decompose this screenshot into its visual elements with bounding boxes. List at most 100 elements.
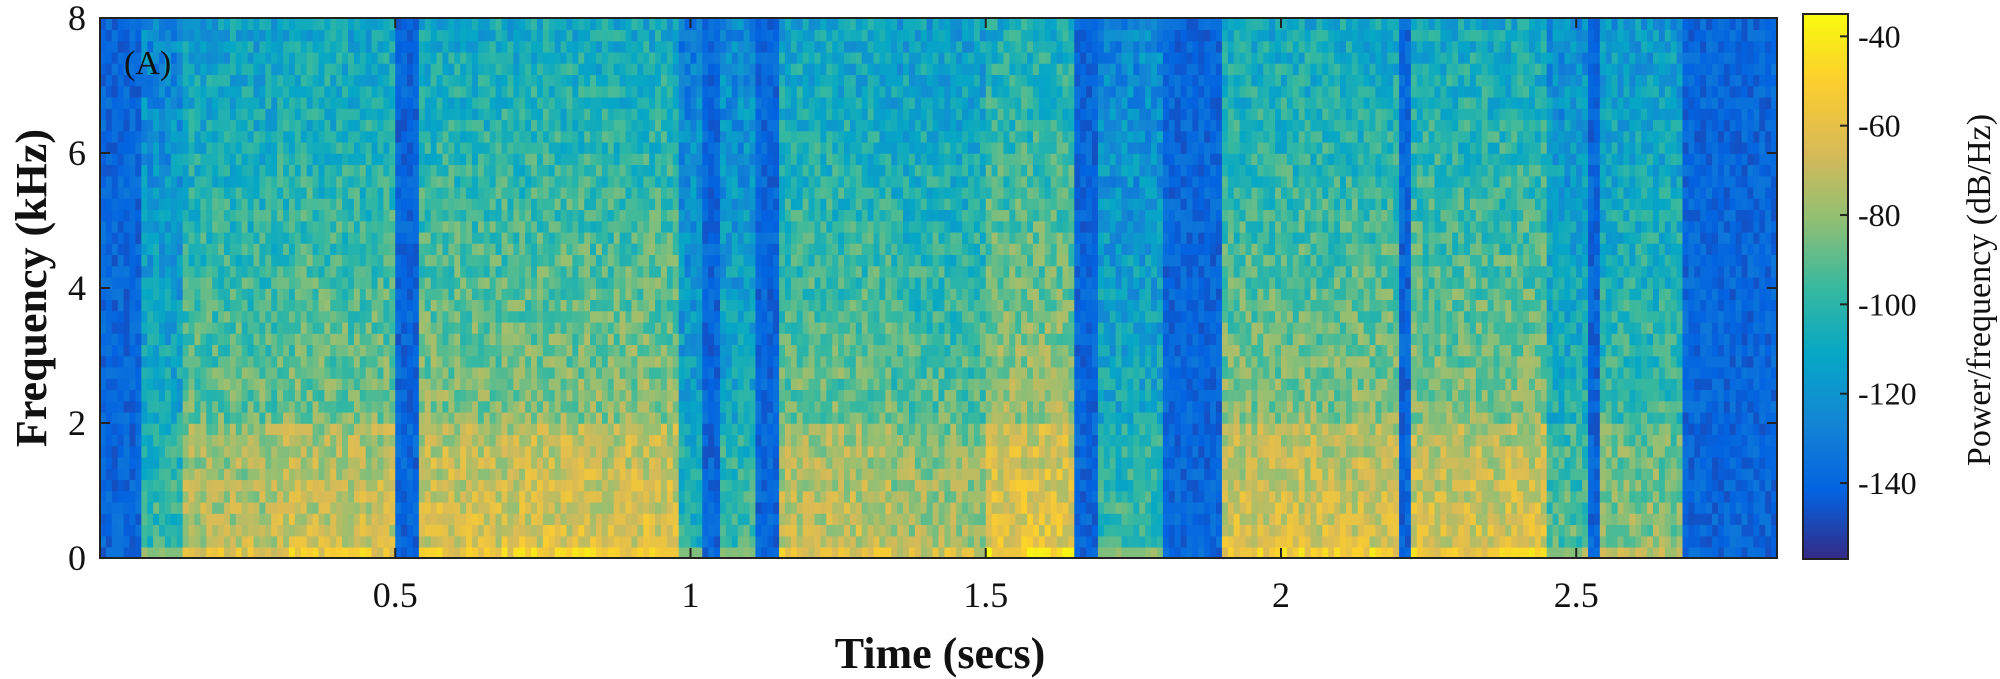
spectrogram-cell [401,231,408,244]
spectrogram-cell [412,85,420,98]
spectrogram-cell [235,243,243,256]
spectrogram-cell [141,175,149,188]
spectrogram-cell [572,310,580,323]
spectrogram-cell [407,333,414,346]
spectrogram-cell [578,96,585,109]
spectrogram-cell [294,468,302,481]
spectrogram-cell [253,389,261,402]
spectrogram-cell [395,74,402,87]
spectrogram-cell [489,74,497,87]
spectrogram-cell [702,51,709,64]
spectrogram-cell [625,423,633,436]
spectrogram-cell [123,389,131,402]
spectrogram-cell [105,490,113,503]
spectrogram-cell [442,344,450,357]
spectrogram-cell [212,265,219,278]
spectrogram-cell [566,18,574,31]
spectrogram-cell [389,18,397,31]
spectrogram-cell [395,524,402,537]
spectrogram-cell [288,85,296,98]
spectrogram-cell [672,209,680,222]
spectrogram-cell [519,29,526,42]
spectrogram-cell [164,288,172,301]
spectrogram-cell [684,209,692,222]
spectrogram-cell [170,490,178,503]
spectrogram-cell [235,490,243,503]
spectrogram-cell [312,445,320,458]
spectrogram-cell [525,355,532,368]
spectrogram-cell [271,400,278,413]
spectrogram-cell [548,209,556,222]
spectrogram-cell [229,153,237,166]
spectrogram-cell [525,378,532,391]
spectrogram-cell [312,63,320,76]
spectrogram-cell [147,344,154,357]
spectrogram-cell [241,344,249,357]
spectrogram-cell [666,96,674,109]
spectrogram-cell [371,18,379,31]
spectrogram-cell [501,51,509,64]
spectrogram-cell [306,164,314,177]
spectrogram-cell [389,74,397,87]
spectrogram-cell [365,119,373,132]
spectrogram-cell [560,18,568,31]
spectrogram-cell [259,535,267,548]
spectrogram-cell [649,501,656,514]
spectrogram-cell [460,220,467,233]
spectrogram-cell [283,209,290,222]
spectrogram-cell [424,299,432,312]
spectrogram-cell [241,254,249,267]
spectrogram-cell [218,299,225,312]
spectrogram-cell [584,175,591,188]
spectrogram-cell [259,288,267,301]
spectrogram-cell [536,153,544,166]
spectrogram-cell [383,456,391,469]
spectrogram-cell [454,524,461,537]
spectrogram-cell [584,85,591,98]
spectrogram-cell [259,299,267,312]
spectrogram-cell [342,468,349,481]
spectrogram-cell [637,108,645,121]
spectrogram-cell [135,254,143,267]
spectrogram-cell [430,310,438,323]
spectrogram-cell [247,479,255,492]
spectrogram-cell [141,254,149,267]
spectrogram-cell [342,18,349,31]
spectrogram-cell [690,108,698,121]
spectrogram-cell [241,209,249,222]
spectrogram-cell [401,456,408,469]
spectrogram-cell [117,119,125,132]
spectrogram-cell [389,468,397,481]
spectrogram-cell [241,535,249,548]
spectrogram-cell [348,344,355,357]
spectrogram-cell [176,344,184,357]
spectrogram-cell [424,130,432,143]
spectrogram-cell [306,175,314,188]
spectrogram-cell [536,175,544,188]
spectrogram-cell [371,501,379,514]
spectrogram-cell [584,231,591,244]
spectrogram-cell [265,96,273,109]
spectrogram-cell [218,423,225,436]
spectrogram-cell [153,456,160,469]
spectrogram-cell [141,321,149,334]
spectrogram-cell [318,445,326,458]
spectrogram-cell [596,411,603,424]
spectrogram-cell [531,51,538,64]
spectrogram-cell [643,490,650,503]
spectrogram-cell [684,344,692,357]
spectrogram-cell [182,411,190,424]
spectrogram-cell [342,186,349,199]
spectrogram-cell [442,254,450,267]
spectrogram-cell [342,366,349,379]
spectrogram-cell [702,321,709,334]
spectrogram-cell [200,40,208,53]
spectrogram-cell [412,175,420,188]
spectrogram-cell [531,29,538,42]
spectrogram-cell [318,501,326,514]
spectrogram-cell [318,513,326,526]
spectrogram-cell [554,198,562,211]
spectrogram-cell [525,175,532,188]
spectrogram-cell [454,51,461,64]
spectrogram-cell [637,434,645,447]
